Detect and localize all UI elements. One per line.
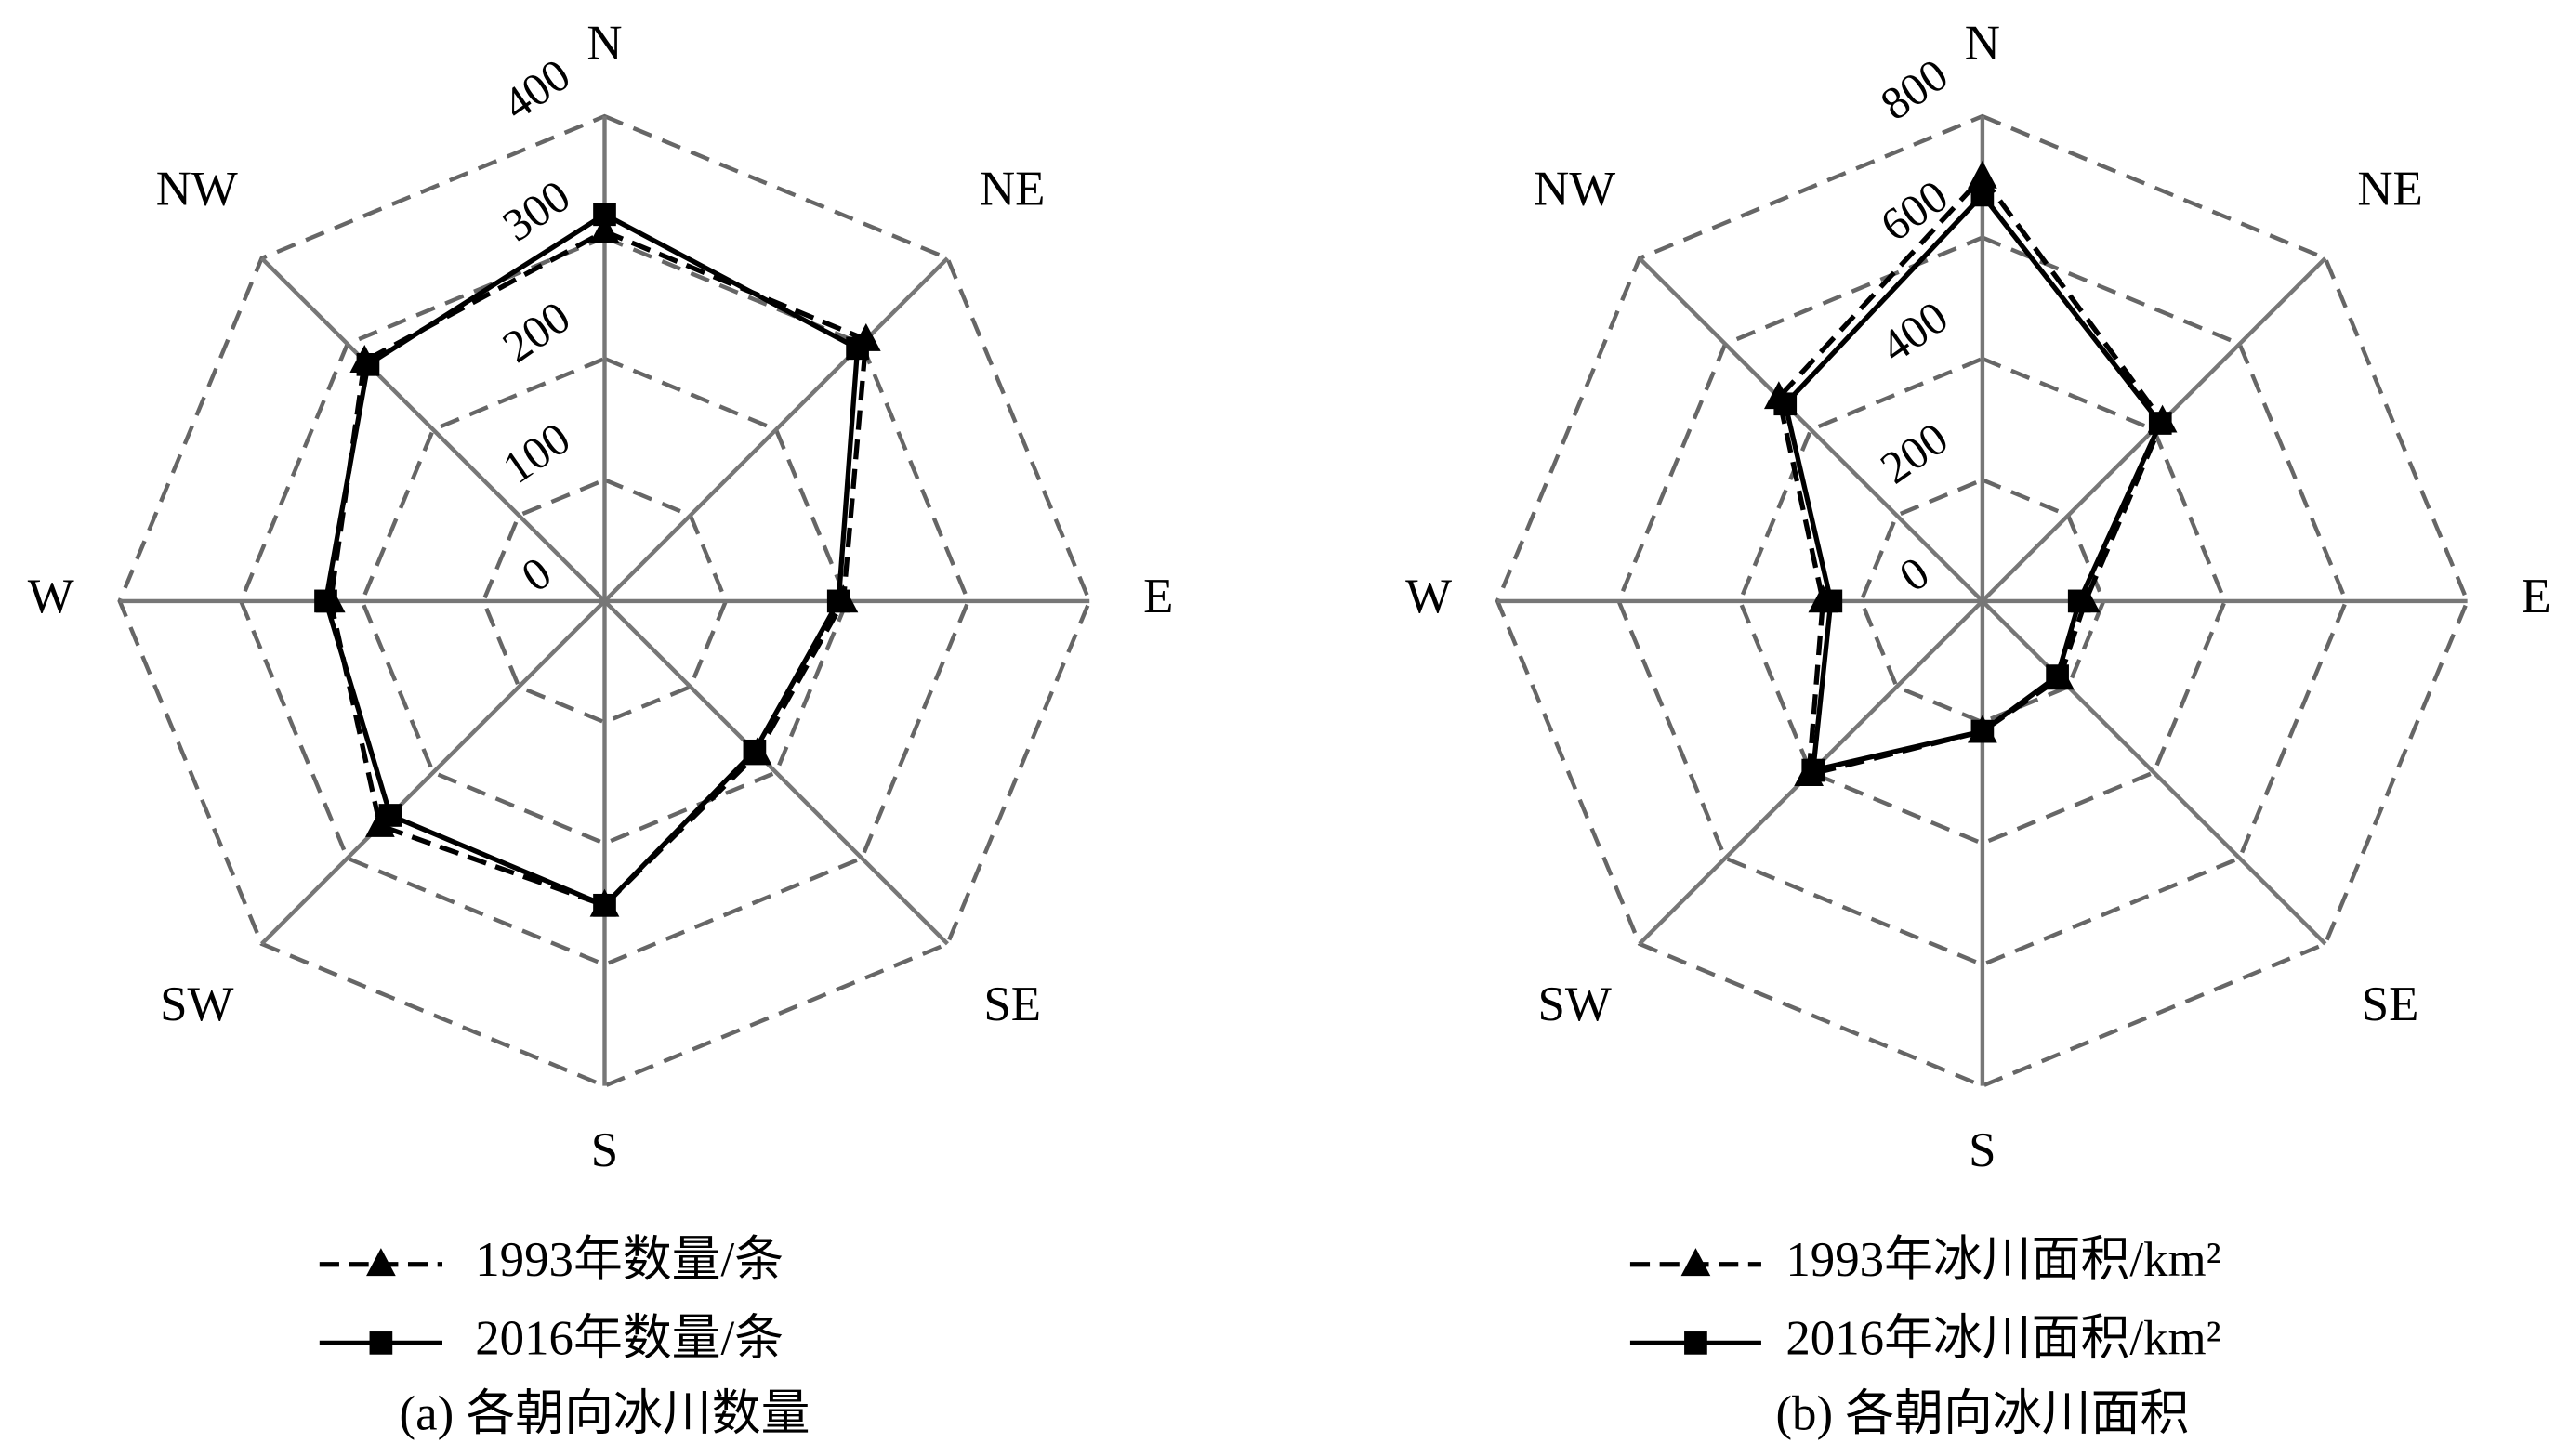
category-label: S [1969,1123,1996,1177]
category-label: N [586,16,622,70]
legend-label: 1993年冰川面积/km² [1785,1233,2220,1287]
legend-label: 2016年数量/条 [475,1312,784,1366]
r-tick-label: 400 [1871,291,1956,373]
category-label: SE [2362,977,2419,1031]
spoke [1981,599,2327,946]
category-label: E [1143,570,1173,623]
r-tick-label: 800 [1871,48,1956,130]
marker [314,589,337,613]
marker [2067,589,2091,613]
legend-label: 1993年数量/条 [475,1233,784,1287]
marker [1801,758,1825,782]
marker [826,589,850,613]
category-label: S [591,1123,618,1177]
series-line [328,229,869,909]
marker [1968,160,1997,189]
marker [1970,719,1995,743]
grid-ring [1616,235,2349,967]
r-tick-label: 100 [494,413,579,494]
spoke [1638,256,1984,603]
category-label: NW [156,162,238,216]
category-label: W [28,570,74,623]
category-label: NE [2357,162,2422,216]
marker [589,215,620,243]
marker [2046,664,2069,688]
spoke [602,256,949,603]
marker [593,893,616,917]
marker [1819,589,1843,613]
legend-marker [1680,1248,1711,1277]
marker [378,804,402,827]
caption: (a) 各朝向冰川数量 [400,1387,810,1441]
marker [356,352,380,376]
r-tick-label: 400 [494,48,579,130]
marker [1970,183,1995,207]
series-line [1775,173,2166,779]
category-label: SE [983,977,1041,1031]
legend-marker [1684,1331,1707,1355]
legend-marker [366,1248,396,1277]
legend-label: 2016年冰川面积/km² [1785,1312,2220,1366]
category-label: NW [1534,162,1615,216]
r-tick-label: 0 [512,546,560,601]
grid-ring [117,113,1092,1089]
spoke [602,599,949,946]
category-label: N [1965,16,2000,70]
spoke [260,599,607,946]
r-tick-label: 200 [494,291,579,373]
category-label: SW [160,977,233,1031]
legend-marker [369,1331,393,1355]
marker [743,739,767,763]
category-label: SW [1538,977,1612,1031]
caption: (b) 各朝向冰川面积 [1775,1387,2189,1441]
marker [846,336,869,361]
r-tick-label: 0 [1891,546,1939,601]
marker [2148,412,2172,435]
category-label: NE [980,162,1045,216]
category-label: E [2522,570,2551,623]
grid-ring [238,235,971,967]
spoke [260,256,607,603]
grid-ring [1495,113,2470,1089]
marker [1773,392,1798,416]
marker [593,203,616,227]
category-label: W [1405,570,1452,623]
r-tick-label: 200 [1871,413,1956,494]
